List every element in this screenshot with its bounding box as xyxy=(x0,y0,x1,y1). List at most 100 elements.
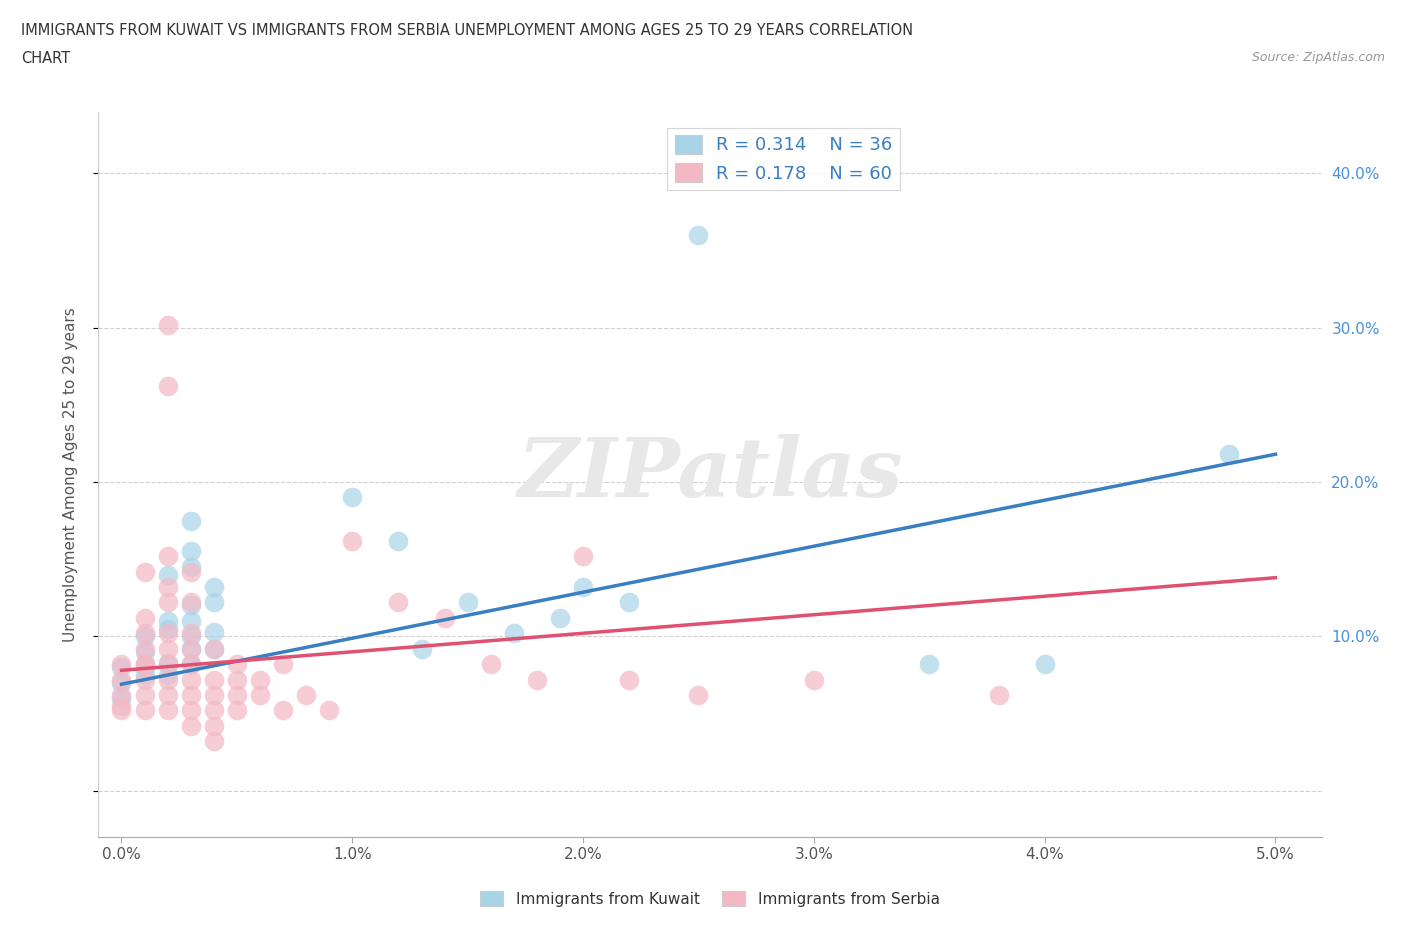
Point xyxy=(987,687,1010,702)
Point xyxy=(572,579,595,594)
Point xyxy=(180,598,202,613)
Point xyxy=(156,668,179,683)
Point xyxy=(156,657,179,671)
Point xyxy=(134,626,156,641)
Point xyxy=(342,490,364,505)
Point xyxy=(110,675,132,690)
Point xyxy=(156,549,179,564)
Point xyxy=(249,687,271,702)
Point xyxy=(225,687,247,702)
Point xyxy=(180,642,202,657)
Point xyxy=(180,719,202,734)
Point xyxy=(156,687,179,702)
Point xyxy=(387,533,409,548)
Point xyxy=(271,657,294,671)
Point xyxy=(295,687,318,702)
Point xyxy=(387,595,409,610)
Text: Source: ZipAtlas.com: Source: ZipAtlas.com xyxy=(1251,51,1385,64)
Point xyxy=(225,672,247,687)
Point xyxy=(134,687,156,702)
Point xyxy=(202,687,225,702)
Y-axis label: Unemployment Among Ages 25 to 29 years: Unemployment Among Ages 25 to 29 years xyxy=(63,307,77,642)
Point xyxy=(134,657,156,671)
Point xyxy=(271,703,294,718)
Point xyxy=(479,657,502,671)
Legend: Immigrants from Kuwait, Immigrants from Serbia: Immigrants from Kuwait, Immigrants from … xyxy=(474,884,946,912)
Point xyxy=(156,621,179,636)
Point xyxy=(180,629,202,644)
Point xyxy=(180,595,202,610)
Point xyxy=(180,614,202,629)
Point xyxy=(134,668,156,683)
Point xyxy=(202,624,225,639)
Point xyxy=(134,703,156,718)
Text: IMMIGRANTS FROM KUWAIT VS IMMIGRANTS FROM SERBIA UNEMPLOYMENT AMONG AGES 25 TO 2: IMMIGRANTS FROM KUWAIT VS IMMIGRANTS FRO… xyxy=(21,23,914,38)
Point xyxy=(156,317,179,332)
Point xyxy=(110,687,132,702)
Point xyxy=(411,642,433,657)
Point xyxy=(180,513,202,528)
Point xyxy=(548,610,571,625)
Point xyxy=(156,579,179,594)
Point xyxy=(156,595,179,610)
Point xyxy=(918,657,941,671)
Point xyxy=(180,657,202,671)
Text: ZIPatlas: ZIPatlas xyxy=(517,434,903,514)
Point xyxy=(110,672,132,687)
Point xyxy=(502,626,524,641)
Point xyxy=(619,672,641,687)
Point xyxy=(134,642,156,657)
Point xyxy=(180,703,202,718)
Point xyxy=(156,642,179,657)
Point xyxy=(457,595,479,610)
Point xyxy=(202,642,225,657)
Point xyxy=(180,687,202,702)
Point xyxy=(156,703,179,718)
Text: CHART: CHART xyxy=(21,51,70,66)
Point xyxy=(110,691,132,706)
Point xyxy=(156,655,179,670)
Point xyxy=(202,595,225,610)
Point xyxy=(110,703,132,718)
Point xyxy=(526,672,548,687)
Point xyxy=(134,659,156,674)
Point xyxy=(225,657,247,671)
Point xyxy=(249,672,271,687)
Point xyxy=(180,544,202,559)
Point xyxy=(803,672,825,687)
Point xyxy=(180,560,202,575)
Point xyxy=(156,379,179,393)
Point xyxy=(134,610,156,625)
Point xyxy=(134,644,156,659)
Point xyxy=(202,734,225,749)
Point xyxy=(572,549,595,564)
Point xyxy=(156,626,179,641)
Point xyxy=(318,703,340,718)
Point xyxy=(134,629,156,644)
Point xyxy=(433,610,456,625)
Point xyxy=(202,703,225,718)
Point xyxy=(180,672,202,687)
Point xyxy=(180,642,202,657)
Point xyxy=(202,672,225,687)
Point xyxy=(110,698,132,713)
Point xyxy=(180,657,202,671)
Point xyxy=(1033,657,1056,671)
Point xyxy=(110,657,132,671)
Point xyxy=(342,533,364,548)
Point xyxy=(202,719,225,734)
Point xyxy=(619,595,641,610)
Point xyxy=(180,626,202,641)
Point xyxy=(110,659,132,674)
Point xyxy=(134,672,156,687)
Point xyxy=(688,687,710,702)
Point xyxy=(202,642,225,657)
Point xyxy=(156,614,179,629)
Point xyxy=(180,565,202,579)
Point xyxy=(134,657,156,671)
Point xyxy=(156,672,179,687)
Point xyxy=(134,565,156,579)
Point xyxy=(1218,446,1240,461)
Point xyxy=(688,228,710,243)
Point xyxy=(225,703,247,718)
